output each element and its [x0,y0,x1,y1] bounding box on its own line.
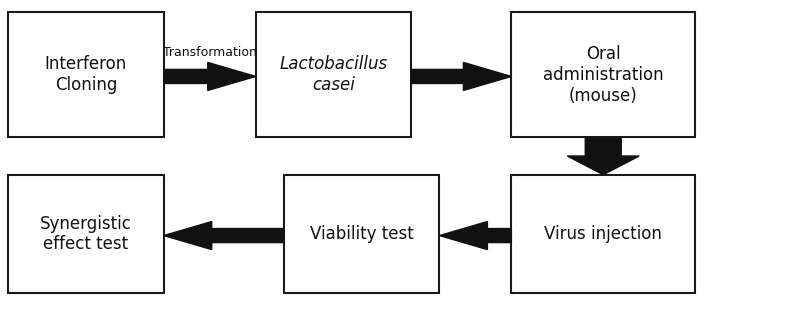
Text: Viability test: Viability test [310,225,413,243]
FancyBboxPatch shape [511,175,695,293]
Polygon shape [439,222,511,250]
Text: Lactobacillus
casei: Lactobacillus casei [280,56,388,94]
Text: Interferon
Cloning: Interferon Cloning [45,56,127,94]
Text: Oral
administration
(mouse): Oral administration (mouse) [543,45,663,105]
Text: Synergistic
effect test: Synergistic effect test [40,215,132,253]
Polygon shape [164,222,284,250]
Polygon shape [164,62,256,90]
Text: Transformation: Transformation [163,46,256,59]
FancyBboxPatch shape [8,12,164,137]
Polygon shape [567,137,639,175]
FancyBboxPatch shape [256,12,411,137]
FancyBboxPatch shape [511,12,695,137]
FancyBboxPatch shape [284,175,439,293]
Polygon shape [411,62,511,90]
Text: Virus injection: Virus injection [544,225,662,243]
FancyBboxPatch shape [8,175,164,293]
